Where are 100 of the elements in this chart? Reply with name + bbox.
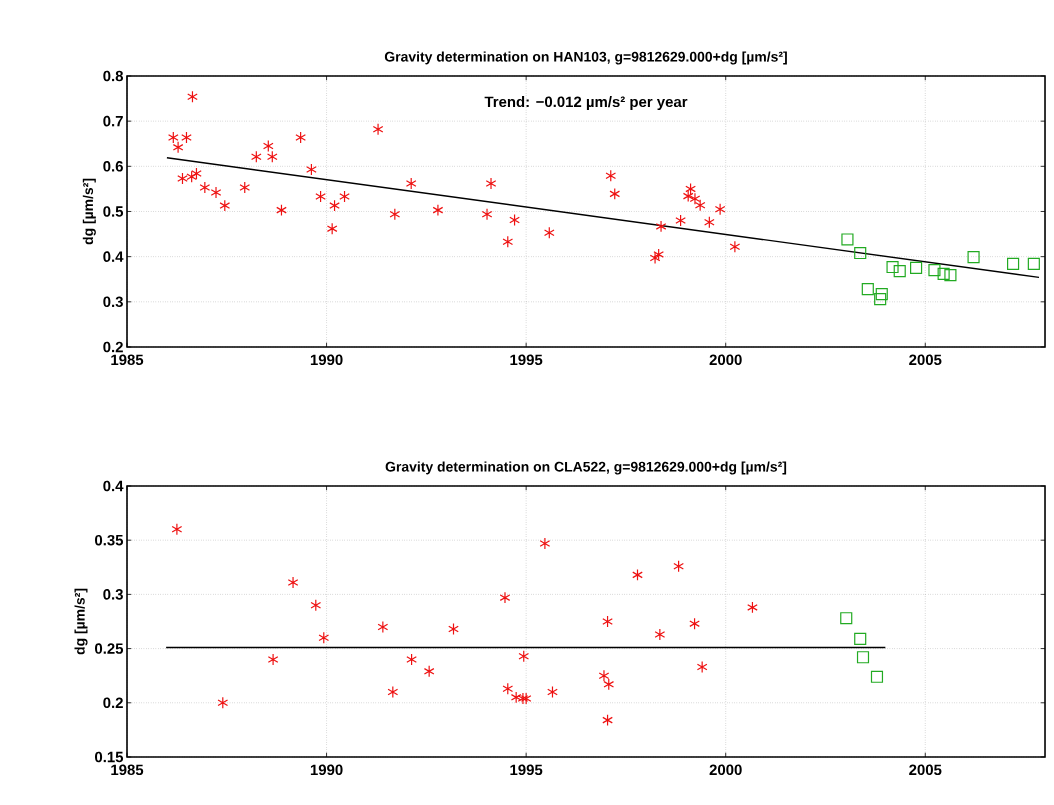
point [509, 213, 520, 227]
point [861, 283, 874, 296]
point [875, 288, 888, 301]
point [856, 651, 870, 664]
y-axis-title: dg [µm/s²] [82, 178, 96, 245]
chart-title: Gravity determination on CLA522, g=9812629.000+dg [µm/s²] [385, 461, 787, 475]
y-tick-label: 0.7 [103, 115, 123, 127]
point [602, 714, 613, 727]
x-tick-label: 2005 [909, 764, 942, 776]
point [854, 246, 867, 260]
point [318, 631, 330, 644]
point [219, 199, 231, 212]
x-tick-label: 1995 [510, 764, 543, 776]
point [448, 622, 459, 636]
point [840, 612, 853, 625]
point [306, 163, 317, 176]
point [405, 177, 417, 190]
point [485, 177, 497, 190]
point [609, 187, 621, 200]
point [481, 208, 493, 221]
point [704, 216, 715, 229]
point [653, 248, 664, 261]
point [239, 181, 251, 194]
point [510, 691, 522, 704]
x-tick-label: 1985 [111, 354, 144, 366]
point [171, 523, 183, 536]
point [649, 251, 661, 265]
point [729, 240, 741, 253]
point [181, 131, 192, 144]
y-tick-label: 0.2 [103, 697, 123, 709]
point [747, 601, 758, 614]
point [910, 261, 923, 275]
y-tick-label: 0.3 [103, 589, 123, 600]
point [287, 576, 299, 589]
point [854, 632, 867, 645]
point [1027, 257, 1040, 270]
point [682, 190, 694, 203]
chart-title: Gravity determination on HAN103, g=9812629.000+dg [µm/s²] [384, 51, 787, 65]
point [502, 682, 514, 695]
point [372, 123, 384, 136]
x-tick-label: 1985 [111, 764, 144, 776]
y-tick-label: 0.2 [103, 341, 123, 353]
point [632, 568, 643, 581]
y-axis-title: dg [µm/s²] [74, 588, 88, 655]
point [605, 169, 617, 182]
point [432, 204, 444, 217]
point [377, 620, 389, 633]
point [199, 181, 211, 194]
point [406, 653, 417, 666]
point [499, 591, 511, 604]
point [654, 628, 666, 641]
point [547, 685, 558, 699]
point [250, 150, 262, 163]
x-tick-label: 2005 [909, 354, 942, 366]
x-tick-label: 1995 [510, 354, 543, 366]
point [602, 615, 613, 628]
x-tick-label: 2000 [709, 764, 742, 776]
point [539, 537, 551, 550]
point [944, 269, 957, 282]
point [210, 186, 222, 199]
y-tick-label: 0.35 [95, 534, 124, 546]
point [315, 190, 326, 203]
y-tick-label: 0.25 [95, 643, 124, 654]
point [177, 172, 188, 185]
point [326, 222, 338, 235]
point [937, 267, 950, 280]
point [543, 226, 555, 239]
point [696, 660, 708, 674]
annotation: Trend: −0.012 µm/s² per year [484, 96, 688, 111]
point [187, 90, 198, 103]
point [186, 170, 198, 183]
point [423, 665, 435, 678]
y-tick-label: 0.4 [103, 480, 124, 492]
point [673, 560, 684, 573]
point [387, 685, 399, 699]
y-tick-label: 0.8 [103, 70, 124, 82]
point [329, 199, 340, 212]
point [295, 131, 306, 144]
point [874, 293, 887, 306]
point [339, 190, 350, 203]
point [928, 264, 941, 277]
point [841, 233, 854, 246]
point [518, 650, 530, 663]
point [267, 653, 279, 666]
point [870, 670, 884, 683]
point [886, 260, 899, 274]
point [191, 167, 202, 180]
point [655, 220, 667, 233]
point [689, 617, 700, 630]
point [1007, 257, 1020, 270]
x-tick-label: 1990 [310, 354, 343, 366]
y-tick-label: 0.3 [103, 296, 123, 308]
point [893, 265, 906, 278]
point [967, 251, 980, 264]
y-tick-label: 0.4 [103, 251, 124, 262]
point [502, 235, 514, 248]
x-tick-label: 2000 [709, 354, 742, 366]
point [217, 696, 229, 709]
y-tick-label: 0.6 [103, 161, 123, 172]
point [675, 214, 686, 227]
